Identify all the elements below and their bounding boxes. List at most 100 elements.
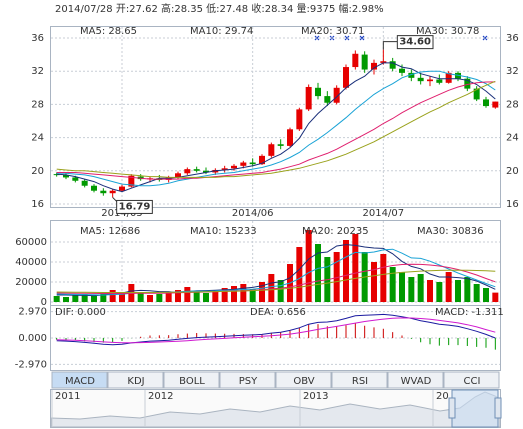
y-tick-label-right: 20 <box>506 166 519 177</box>
navigator-window[interactable] <box>451 389 499 428</box>
candle-body <box>231 165 237 169</box>
volume-bar <box>53 296 60 302</box>
candle-body <box>100 190 107 194</box>
volume-bar <box>445 272 452 302</box>
volume-bar <box>212 290 219 302</box>
legend-entry: MA30: 30.78 <box>416 26 479 37</box>
navigator-handle[interactable] <box>494 397 502 419</box>
tab-label[interactable]: PSY <box>239 376 258 387</box>
annotation-pointer <box>382 41 398 50</box>
legend-entry: MACD: -1.311 <box>435 307 504 318</box>
volume-bar <box>315 244 321 302</box>
y-tick-label-right: 16 <box>506 199 519 210</box>
candle-body <box>268 144 275 156</box>
volume-bar <box>100 293 107 302</box>
candle-body <box>240 162 247 166</box>
candle-body <box>427 79 433 82</box>
tab[interactable] <box>443 371 500 389</box>
candle-body <box>184 169 191 174</box>
legend-entry: DIF: 0.000 <box>55 307 106 318</box>
candle-body <box>277 144 284 146</box>
navigator-label: 2012 <box>148 391 173 402</box>
candle-body <box>483 99 489 107</box>
y-tick-label-right: 24 <box>506 133 519 144</box>
tab[interactable] <box>51 371 108 389</box>
tab-label[interactable]: OBV <box>293 376 314 387</box>
x-tick-label: 2014/07 <box>363 208 405 219</box>
volume-bar <box>147 295 153 302</box>
candle-body <box>128 175 135 187</box>
volume-bar <box>464 277 471 302</box>
navigator-label: 20 <box>436 391 449 402</box>
candle-body <box>221 168 228 170</box>
tab[interactable] <box>275 371 332 389</box>
legend-entry: MA10: 29.74 <box>190 26 253 37</box>
volume-bar <box>473 284 480 302</box>
header-quote: 2014/07/28 开:27.62 高:28.35 低:27.48 收:28.… <box>55 2 384 15</box>
volume-bar <box>371 262 377 302</box>
candle-body <box>324 96 331 103</box>
tab-label[interactable]: WVAD <box>401 376 432 387</box>
volume-bar <box>455 280 461 302</box>
candle-body <box>464 78 471 89</box>
y-tick-label: 40000 <box>15 257 47 268</box>
volume-bar <box>305 230 312 302</box>
ma-line <box>56 317 496 344</box>
tab[interactable] <box>331 371 388 389</box>
navigator-label: 2013 <box>303 391 328 402</box>
legend-entry: MA5: 28.65 <box>80 26 137 37</box>
navigator-handle[interactable] <box>448 397 456 419</box>
tab[interactable] <box>219 371 276 389</box>
candle-body <box>305 86 312 110</box>
candle-body <box>119 186 125 191</box>
candle-body <box>91 185 97 191</box>
candle-body <box>193 169 200 171</box>
y-tick-label: 0.000 <box>18 333 47 344</box>
y-tick-label: 0 <box>41 297 47 308</box>
tab-label[interactable]: KDJ <box>127 376 144 387</box>
candle-body <box>436 79 443 83</box>
navigator-label: 2011 <box>55 391 80 402</box>
volume-bar <box>399 272 405 302</box>
volume-bar <box>63 297 69 302</box>
tab-label[interactable]: CCI <box>464 376 481 387</box>
tab-label[interactable]: RSI <box>352 376 368 387</box>
candle-body <box>352 53 359 68</box>
volume-bar <box>483 288 489 302</box>
candle-body <box>343 67 349 88</box>
y-tick-label: 28 <box>31 99 44 110</box>
tab-label[interactable]: BOLL <box>179 376 205 387</box>
tab[interactable] <box>387 371 444 389</box>
annotation: 34.60 <box>399 37 431 48</box>
volume-bar <box>352 234 359 302</box>
candle-body <box>389 61 396 69</box>
y-tick-label: 16 <box>31 199 44 210</box>
volume-bar <box>240 284 247 302</box>
y-tick-label: 32 <box>31 66 44 77</box>
candle-body <box>109 190 116 194</box>
candle-body <box>63 174 69 178</box>
candle-body <box>296 109 303 130</box>
volume-bar <box>492 292 499 302</box>
tab[interactable] <box>107 371 164 389</box>
volume-bar <box>417 274 424 302</box>
tab[interactable] <box>163 371 220 389</box>
volume-bar <box>343 240 349 302</box>
volume-bar <box>175 290 181 302</box>
tab-label[interactable]: MACD <box>65 376 95 387</box>
volume-bar <box>231 286 237 302</box>
y-tick-label-right: 28 <box>506 99 519 110</box>
candle-body <box>417 77 424 82</box>
ma-line <box>56 269 496 293</box>
candle-body <box>53 174 60 176</box>
legend-entry: MA20: 20235 <box>302 226 369 237</box>
volume-bar <box>137 293 144 302</box>
candle-body <box>473 88 480 100</box>
volume-bar <box>156 294 163 302</box>
volume-bar <box>184 287 191 302</box>
legend-entry: MA30: 30836 <box>417 226 484 237</box>
candle-body <box>492 101 499 108</box>
volume-bar <box>109 290 116 302</box>
y-tick-label: -2.970 <box>15 359 47 370</box>
